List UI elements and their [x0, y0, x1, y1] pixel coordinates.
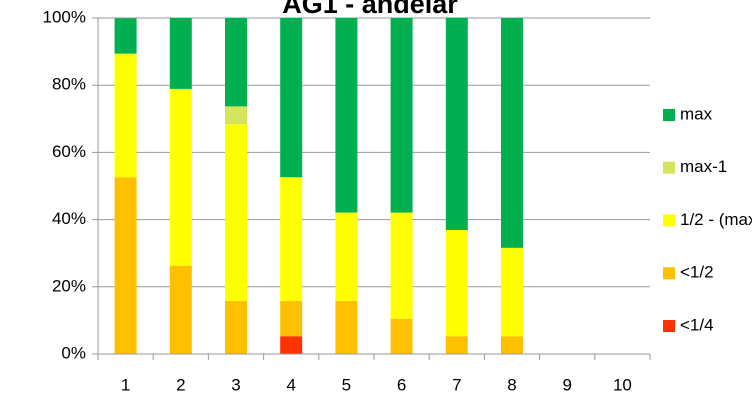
y-tick-label: 100%	[43, 7, 86, 26]
y-tick-label: 0%	[61, 343, 86, 362]
x-tick-label: 8	[507, 375, 516, 394]
legend-swatch	[663, 320, 675, 332]
bar-segment	[501, 336, 523, 354]
legend-label: <1/4	[680, 315, 714, 334]
x-tick-label: 5	[342, 375, 351, 394]
x-tick-label: 9	[562, 375, 571, 394]
y-tick-label: 40%	[52, 209, 86, 228]
bar-segment	[445, 230, 468, 337]
legend-label: max-1	[680, 157, 727, 176]
bar-segment	[501, 18, 523, 248]
bar-segment	[390, 18, 413, 213]
legend-label: <1/2	[680, 263, 714, 282]
bar-segment	[114, 53, 137, 178]
x-tick-label: 3	[231, 375, 240, 394]
bar-segment	[445, 336, 468, 354]
x-tick-label: 7	[452, 375, 461, 394]
legend-swatch	[663, 214, 675, 227]
bar-segment	[280, 336, 303, 354]
bar-segment	[225, 106, 247, 125]
bar-segment	[169, 265, 192, 354]
x-tick-label: 10	[613, 375, 632, 394]
legend-label: max	[680, 104, 713, 123]
bar-segment	[390, 318, 413, 354]
bar-segment	[445, 17, 468, 231]
chart-title: AG1 - andelar	[282, 0, 458, 19]
bar-segment	[335, 18, 358, 213]
legend-swatch	[663, 267, 675, 280]
x-tick-label: 1	[121, 375, 130, 394]
bar-segment	[280, 18, 303, 178]
legend-swatch	[663, 161, 675, 174]
y-tick-label: 20%	[52, 276, 86, 295]
x-tick-label: 4	[286, 375, 295, 394]
bar-segment	[280, 177, 303, 301]
bar-segment	[225, 18, 247, 107]
bar-segment	[280, 300, 303, 337]
bar-segment	[335, 212, 358, 301]
x-tick-label: 6	[397, 375, 406, 394]
bar-segment	[390, 212, 413, 319]
bar-segment	[169, 18, 192, 89]
bar-segment	[225, 124, 247, 301]
legend-swatch	[663, 109, 675, 121]
bar-segment	[114, 18, 137, 54]
bar-segment	[225, 300, 247, 354]
bar-segment	[501, 247, 523, 337]
bar-segment	[169, 88, 192, 266]
y-tick-label: 80%	[52, 75, 86, 94]
y-tick-label: 60%	[52, 142, 86, 161]
bar-segment	[114, 177, 137, 354]
bar-segment	[335, 300, 358, 354]
legend-label: 1/2 - (max-1)	[680, 210, 752, 229]
x-tick-label: 2	[176, 375, 185, 394]
